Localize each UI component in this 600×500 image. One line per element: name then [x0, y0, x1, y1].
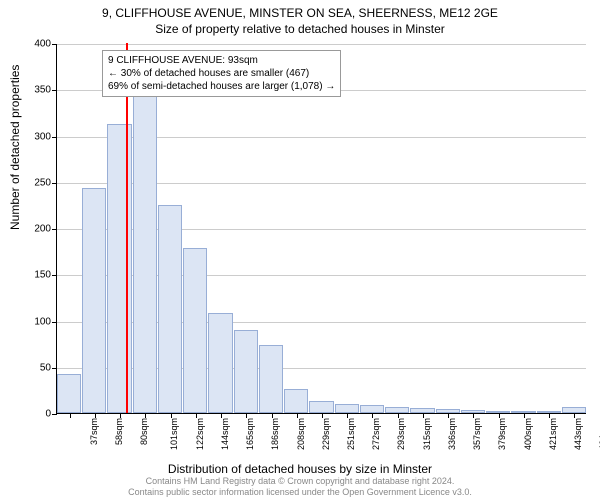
- annotation-box: 9 CLIFFHOUSE AVENUE: 93sqm ← 30% of deta…: [102, 50, 341, 97]
- histogram-bar: [335, 404, 359, 413]
- y-tick-mark: [52, 229, 57, 230]
- histogram-bar: [259, 345, 283, 413]
- annotation-line2: ← 30% of detached houses are smaller (46…: [108, 67, 335, 80]
- histogram-bar: [284, 389, 308, 413]
- histogram-bar: [234, 330, 258, 413]
- x-tick-mark: [423, 413, 424, 418]
- histogram-bar: [158, 205, 182, 413]
- x-tick-label: 144sqm: [220, 418, 230, 450]
- annotation-line3: 69% of semi-detached houses are larger (…: [108, 80, 335, 93]
- x-tick-label: 101sqm: [169, 418, 179, 450]
- chart-subtitle: Size of property relative to detached ho…: [0, 20, 600, 36]
- histogram-bar: [82, 188, 106, 413]
- x-tick-mark: [473, 413, 474, 418]
- x-tick-mark: [372, 413, 373, 418]
- x-tick-label: 80sqm: [139, 418, 149, 445]
- x-tick-label: 421sqm: [548, 418, 558, 450]
- x-tick-label: 443sqm: [573, 418, 583, 450]
- chart-area: 05010015020025030035040037sqm58sqm80sqm1…: [56, 44, 586, 414]
- plot-region: 05010015020025030035040037sqm58sqm80sqm1…: [56, 44, 586, 414]
- x-tick-mark: [95, 413, 96, 418]
- x-tick-mark: [448, 413, 449, 418]
- y-tick-mark: [52, 90, 57, 91]
- histogram-bar: [309, 401, 333, 413]
- x-axis-label: Distribution of detached houses by size …: [0, 462, 600, 476]
- histogram-bar: [133, 93, 157, 413]
- annotation-line1: 9 CLIFFHOUSE AVENUE: 93sqm: [108, 54, 335, 67]
- x-tick-mark: [171, 413, 172, 418]
- y-tick-label: 350: [21, 85, 51, 96]
- x-tick-mark: [398, 413, 399, 418]
- x-tick-mark: [70, 413, 71, 418]
- chart-title: 9, CLIFFHOUSE AVENUE, MINSTER ON SEA, SH…: [0, 0, 600, 20]
- x-tick-label: 229sqm: [321, 418, 331, 450]
- x-tick-mark: [347, 413, 348, 418]
- x-tick-label: 293sqm: [397, 418, 407, 450]
- x-tick-mark: [322, 413, 323, 418]
- x-tick-mark: [246, 413, 247, 418]
- x-tick-label: 357sqm: [472, 418, 482, 450]
- y-tick-mark: [52, 183, 57, 184]
- y-tick-label: 50: [21, 362, 51, 373]
- y-tick-mark: [52, 275, 57, 276]
- x-tick-mark: [196, 413, 197, 418]
- footer-line1: Contains HM Land Registry data © Crown c…: [0, 476, 600, 487]
- y-tick-mark: [52, 368, 57, 369]
- x-tick-label: 251sqm: [346, 418, 356, 450]
- y-tick-label: 0: [21, 409, 51, 420]
- y-tick-mark: [52, 414, 57, 415]
- y-tick-mark: [52, 44, 57, 45]
- x-tick-label: 272sqm: [371, 418, 381, 450]
- x-tick-label: 379sqm: [497, 418, 507, 450]
- x-tick-mark: [297, 413, 298, 418]
- x-tick-label: 37sqm: [89, 418, 99, 445]
- histogram-bar: [183, 248, 207, 413]
- y-tick-label: 300: [21, 131, 51, 142]
- histogram-bar: [360, 405, 384, 413]
- x-tick-mark: [221, 413, 222, 418]
- x-tick-mark: [499, 413, 500, 418]
- x-tick-mark: [524, 413, 525, 418]
- footer-line2: Contains public sector information licen…: [0, 487, 600, 498]
- y-tick-label: 100: [21, 316, 51, 327]
- y-tick-mark: [52, 137, 57, 138]
- histogram-bar: [57, 374, 81, 413]
- histogram-bar: [208, 313, 232, 413]
- y-tick-label: 400: [21, 39, 51, 50]
- x-tick-label: 336sqm: [447, 418, 457, 450]
- y-tick-label: 200: [21, 224, 51, 235]
- x-tick-label: 58sqm: [114, 418, 124, 445]
- x-tick-mark: [549, 413, 550, 418]
- footer: Contains HM Land Registry data © Crown c…: [0, 476, 600, 498]
- x-tick-mark: [574, 413, 575, 418]
- x-tick-mark: [145, 413, 146, 418]
- x-tick-label: 208sqm: [296, 418, 306, 450]
- y-tick-label: 150: [21, 270, 51, 281]
- x-tick-label: 165sqm: [245, 418, 255, 450]
- x-tick-label: 186sqm: [270, 418, 280, 450]
- property-marker-line: [126, 43, 128, 413]
- y-tick-label: 250: [21, 177, 51, 188]
- y-tick-mark: [52, 322, 57, 323]
- x-tick-mark: [120, 413, 121, 418]
- grid-line: [57, 44, 586, 45]
- x-tick-mark: [272, 413, 273, 418]
- x-tick-label: 400sqm: [523, 418, 533, 450]
- y-axis-label: Number of detached properties: [8, 65, 22, 230]
- x-tick-label: 122sqm: [195, 418, 205, 450]
- x-tick-label: 315sqm: [422, 418, 432, 450]
